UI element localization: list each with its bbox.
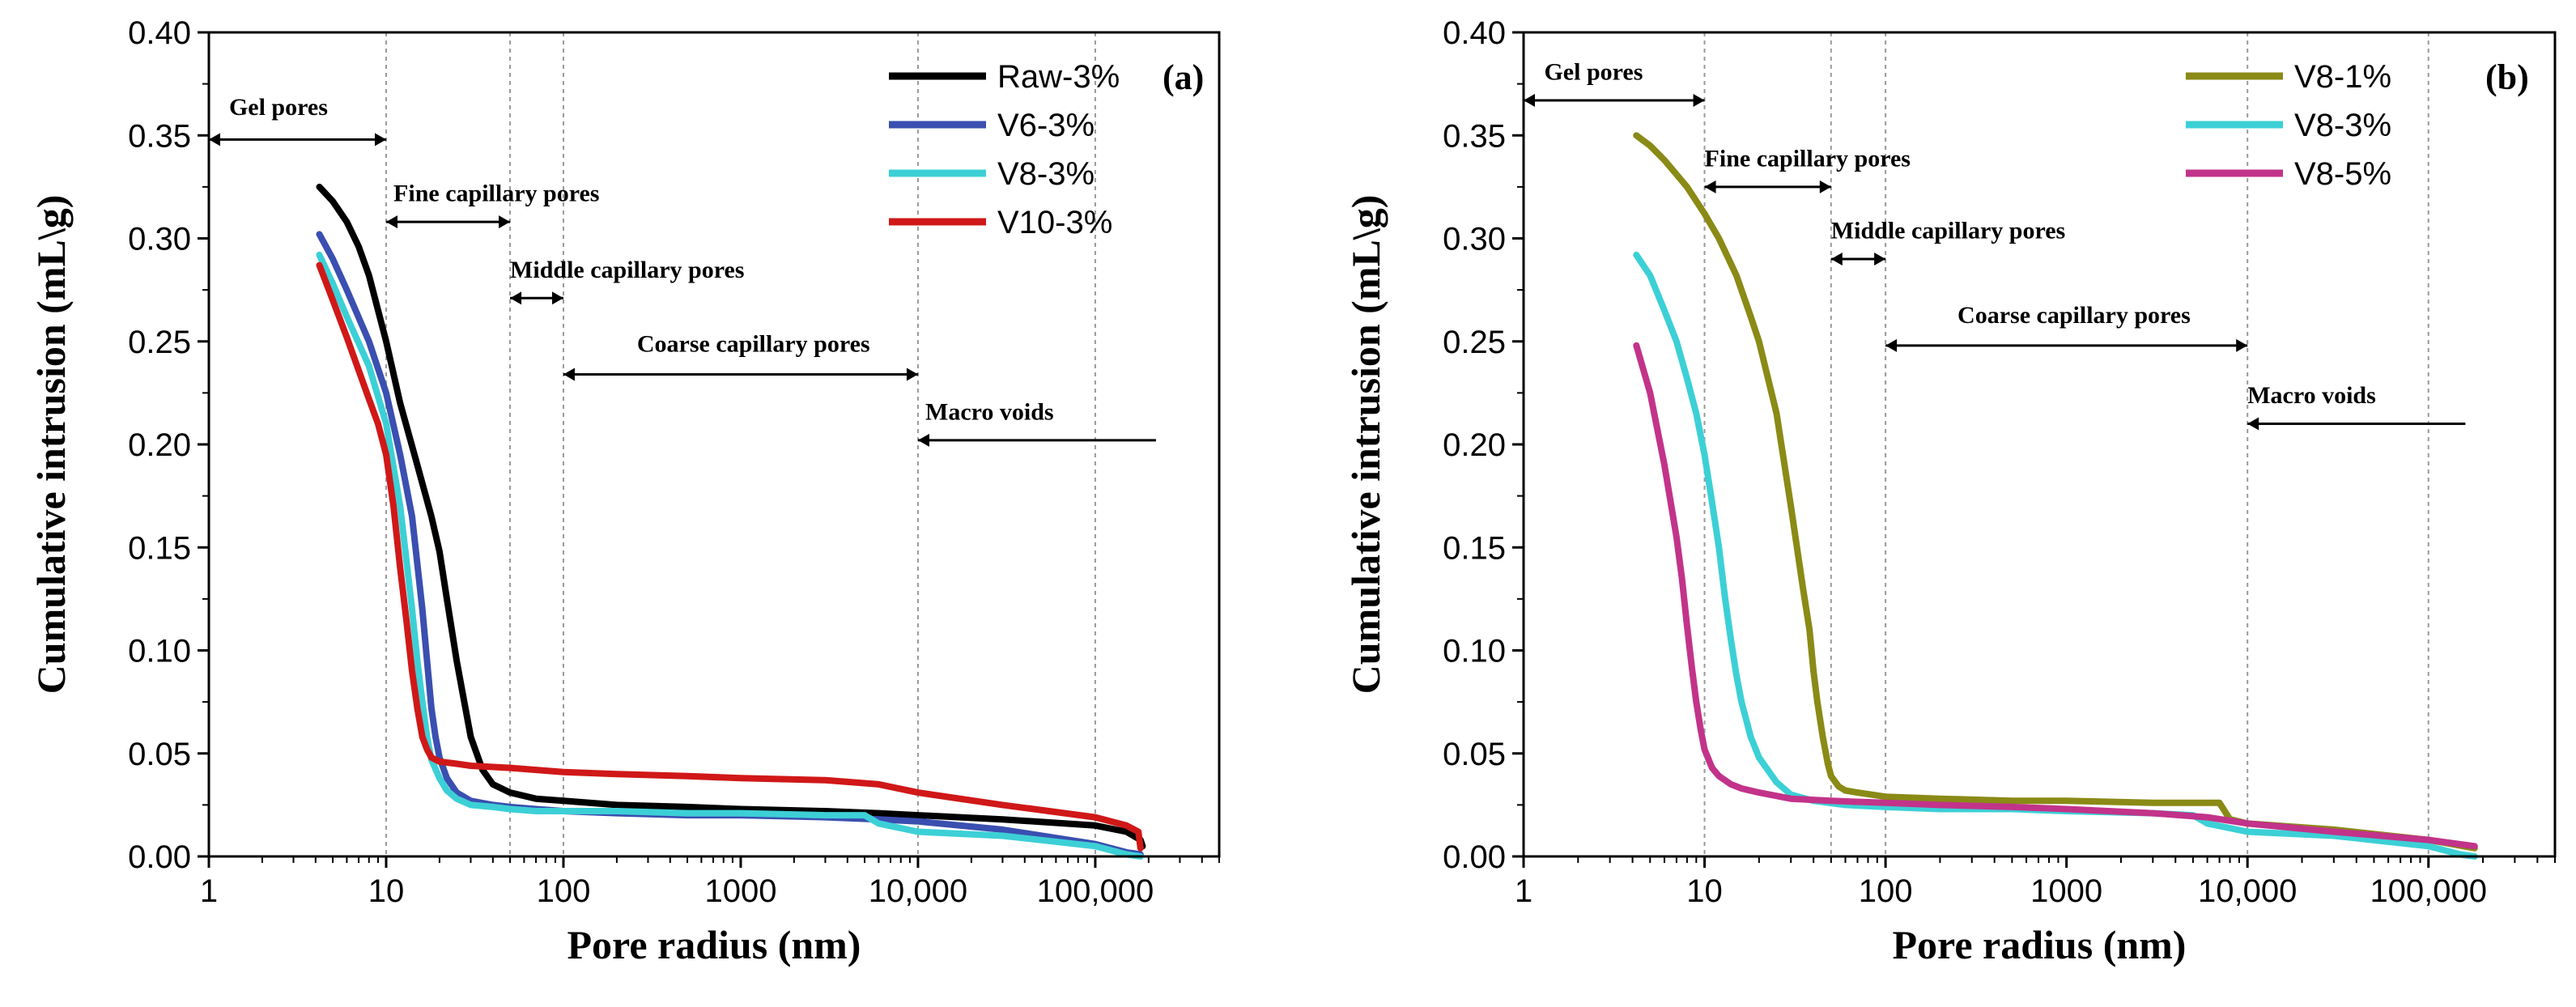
- annotation-label: Macro voids: [925, 398, 1054, 425]
- x-tick-label: 1000: [704, 873, 776, 909]
- x-tick-label: 10: [1686, 873, 1723, 909]
- legend-label: V8-5%: [2294, 156, 2391, 192]
- x-axis-title: Pore radius (nm): [1893, 922, 2187, 967]
- legend-label: Raw-3%: [997, 59, 1120, 95]
- series-line-V8-3%: [316, 251, 1144, 860]
- annotation-label: Gel pores: [229, 94, 328, 121]
- y-tick-label: 0.10: [1443, 634, 1506, 669]
- x-tick-label: 100,000: [1037, 873, 1154, 909]
- annotation-label: Coarse capillary pores: [637, 330, 870, 357]
- x-tick-label: 100: [1859, 873, 1913, 909]
- annotation-arrowhead: [2247, 417, 2259, 431]
- y-tick-label: 0.30: [128, 222, 191, 257]
- y-tick-label: 0.30: [1443, 222, 1506, 257]
- annotation-arrowhead: [551, 291, 563, 305]
- y-tick-label: 0.25: [128, 325, 191, 360]
- annotation-arrowhead: [510, 291, 522, 305]
- x-tick-label: 10,000: [869, 873, 967, 909]
- legend-label: V6-3%: [997, 108, 1095, 143]
- annotation-label: Gel pores: [1544, 59, 1643, 86]
- chart-panel-b: 1 10 100 1000 10,000 100,000 0.00 0.05 0.10 0.15 0…: [1343, 15, 2557, 967]
- annotation-label: Coarse capillary pores: [1958, 302, 2191, 329]
- x-tick-label: 1000: [2030, 873, 2102, 909]
- y-tick-label: 0.15: [128, 530, 191, 566]
- annotation-arrowhead: [563, 368, 575, 381]
- annotation-arrowhead: [1819, 180, 1831, 193]
- x-tick-label: 1: [200, 873, 218, 909]
- y-tick-label: 0.25: [1443, 325, 1506, 360]
- annotation-arrowhead: [1704, 180, 1716, 193]
- y-tick-label: 0.15: [1443, 530, 1506, 566]
- annotation-arrowhead: [374, 133, 386, 147]
- annotation-arrowhead: [1874, 252, 1886, 266]
- annotation-label: Fine capillary pores: [393, 181, 599, 207]
- panel-label: (a): [1163, 57, 1204, 97]
- y-tick-label: 0.00: [128, 839, 191, 875]
- legend-label: V8-3%: [2294, 108, 2391, 143]
- panel-label: (b): [2485, 57, 2529, 97]
- series-line-V8-3%: [1633, 251, 2478, 860]
- annotation-arrowhead: [209, 133, 220, 147]
- annotation-label: Middle capillary pores: [1831, 218, 2065, 244]
- annotation-label: Macro voids: [2247, 382, 2376, 409]
- annotation-arrowhead: [499, 215, 511, 229]
- y-tick-label: 0.05: [128, 737, 191, 772]
- x-axis-title: Pore radius (nm): [567, 922, 861, 967]
- x-tick-label: 100,000: [2370, 873, 2487, 909]
- series-line-V6-3%: [316, 231, 1144, 858]
- y-tick-label: 0.20: [1443, 427, 1506, 463]
- x-tick-label: 1: [1515, 873, 1532, 909]
- annotation-arrowhead: [1885, 338, 1898, 352]
- y-tick-label: 0.35: [1443, 118, 1506, 154]
- y-tick-label: 0.00: [1443, 839, 1506, 875]
- series-line-V8-1%: [1633, 132, 2478, 852]
- annotation-arrowhead: [906, 368, 918, 381]
- y-axis-title: Cumulative intrusion (mL\g): [28, 195, 74, 695]
- y-tick-label: 0.05: [1443, 737, 1506, 772]
- legend-label: V8-3%: [997, 156, 1095, 192]
- annotation-label: Fine capillary pores: [1705, 145, 1911, 172]
- y-tick-label: 0.40: [1443, 15, 1506, 51]
- annotation-arrowhead: [1830, 252, 1843, 266]
- series-line-Raw-3%: [316, 183, 1146, 850]
- annotation-arrowhead: [1524, 93, 1535, 107]
- plot-frame: [1522, 31, 2557, 858]
- y-tick-label: 0.20: [128, 427, 191, 463]
- x-tick-label: 10,000: [2198, 873, 2297, 909]
- annotation-arrowhead: [917, 433, 929, 447]
- y-tick-label: 0.40: [128, 15, 191, 51]
- series-line-V8-5%: [1633, 342, 2478, 850]
- chart-panel-a: 1 10 100 1000 10,000 100,000 0.00 0.05 0.10 0.15 0…: [28, 15, 1221, 967]
- y-tick-label: 0.10: [128, 634, 191, 669]
- annotation-arrowhead: [1693, 93, 1705, 107]
- x-tick-label: 100: [537, 873, 591, 909]
- y-axis-title: Cumulative intrusion (mL\g): [1343, 195, 1388, 695]
- legend-label: V8-1%: [2294, 59, 2391, 95]
- y-tick-label: 0.35: [128, 118, 191, 154]
- legend-label: V10-3%: [997, 205, 1112, 240]
- annotation-label: Middle capillary pores: [510, 257, 744, 283]
- x-tick-label: 10: [368, 873, 405, 909]
- annotation-arrowhead: [385, 215, 397, 229]
- series-line-V10-3%: [316, 261, 1144, 852]
- annotation-arrowhead: [2236, 338, 2248, 352]
